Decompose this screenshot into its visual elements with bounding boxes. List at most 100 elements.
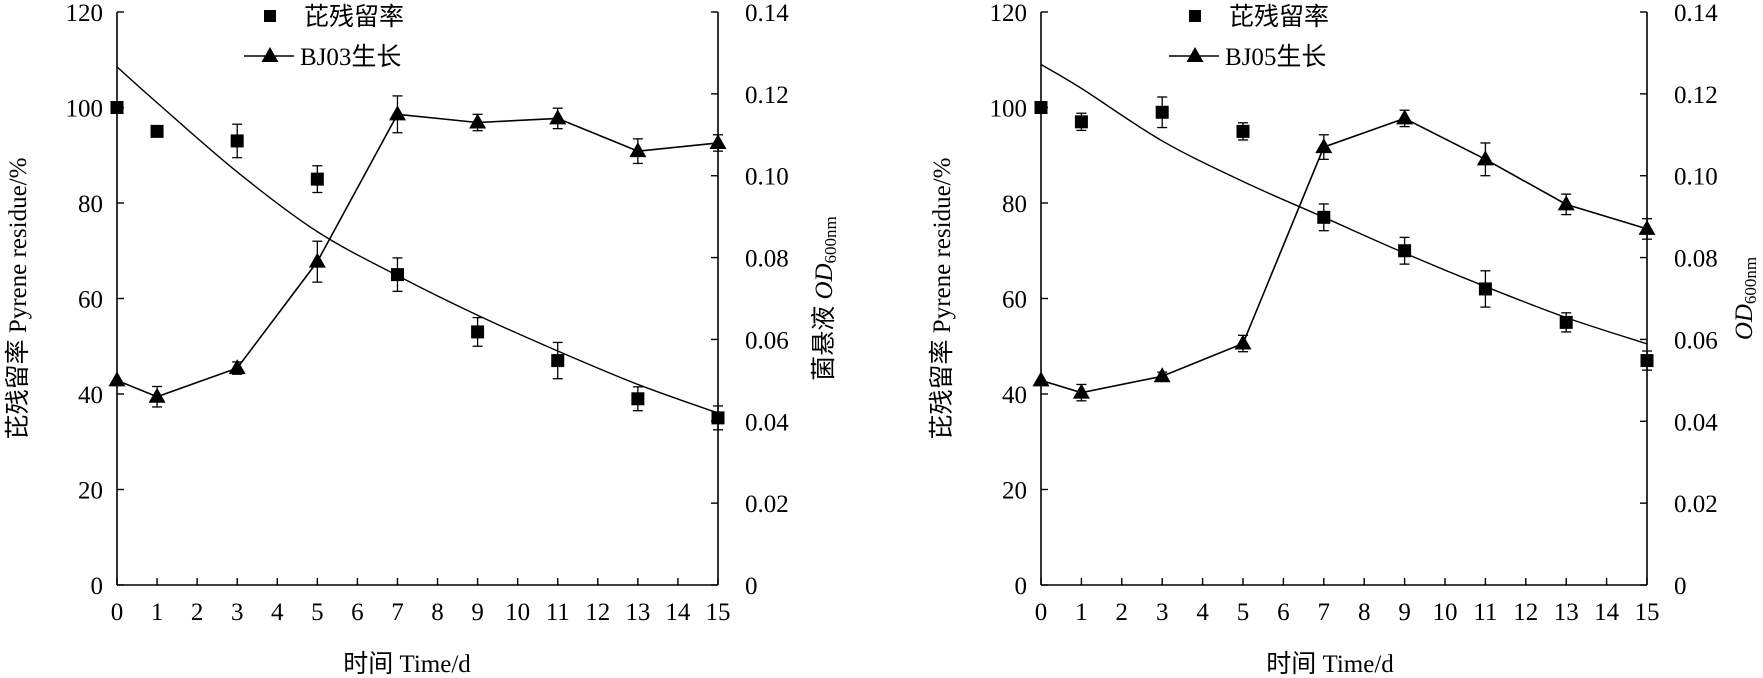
y2-tick-label: 0.10 <box>745 164 789 191</box>
data-point-triangle <box>549 109 567 125</box>
x-tick-label: 1 <box>151 599 164 626</box>
fit-curve-line <box>1040 63 1648 345</box>
y2-tick-label: 0.06 <box>1674 327 1718 354</box>
data-point-triangle <box>388 105 406 121</box>
data-point-square <box>631 392 645 406</box>
y2-tick-label: 0.04 <box>745 409 789 436</box>
legend: 芘残留率 BJ05生长 <box>1169 3 1329 71</box>
x-tick-label: 7 <box>1318 599 1331 626</box>
data-point-square <box>150 124 164 138</box>
x-tick-label: 11 <box>1473 599 1497 626</box>
data-point-triangle <box>1153 367 1171 383</box>
x-tick-label: 3 <box>231 599 244 626</box>
data-point-square <box>390 268 404 282</box>
y-tick-label: 60 <box>78 287 103 314</box>
legend-label: BJ03生长 <box>300 43 401 71</box>
data-point-square <box>1074 115 1088 129</box>
x-tick-label: 12 <box>1513 599 1538 626</box>
x-tick-label: 2 <box>1116 599 1129 626</box>
data-point-square <box>1640 354 1654 368</box>
data-point-triangle <box>308 252 326 268</box>
data-point-triangle <box>148 387 166 403</box>
x-axis-label: 时间 Time/d <box>1266 650 1394 678</box>
data-point-triangle <box>1396 109 1414 125</box>
y-tick-label: 40 <box>1002 382 1027 409</box>
y2-tick-label: 0 <box>745 573 758 600</box>
y-tick-label: 100 <box>66 96 104 123</box>
chart-panel-2: 0 1 2 3 4 5 6 7 8 9 10 11 12 13 14 1502040608010012000.… <box>928 0 1760 678</box>
x-tick-label: 13 <box>1554 599 1579 626</box>
data-point-triangle <box>1476 150 1494 166</box>
x-tick-label: 5 <box>311 599 324 626</box>
x-tick-label: 8 <box>1358 599 1371 626</box>
data-point-triangle <box>709 133 727 149</box>
y-tick-label: 0 <box>91 573 104 600</box>
x-tick-label: 3 <box>1156 599 1169 626</box>
data-point-triangle <box>1072 383 1090 399</box>
series-triangle <box>108 95 727 408</box>
x-tick-label: 6 <box>1277 599 1290 626</box>
x-axis-label: 时间 Time/d <box>343 650 471 678</box>
y2-tick-label: 0.08 <box>1674 246 1718 273</box>
data-point-square <box>551 354 565 368</box>
series-line <box>1040 117 1648 394</box>
data-point-square <box>711 411 725 425</box>
series-line <box>116 113 719 398</box>
legend-label: BJ05生长 <box>1225 43 1326 71</box>
x-tick-label: 2 <box>191 599 204 626</box>
data-point-triangle <box>228 359 246 375</box>
y2-axis-label: OD600nm <box>1731 257 1760 340</box>
data-point-triangle <box>629 142 647 158</box>
y2-tick-label: 0.14 <box>1674 0 1718 27</box>
x-tick-label: 0 <box>111 599 124 626</box>
chart-panel-1: 0 1 2 3 4 5 6 7 8 9 10 11 12 13 14 1502040608010012000.… <box>4 0 840 678</box>
y2-tick-label: 0.04 <box>1674 409 1718 436</box>
y-tick-label: 60 <box>1002 287 1027 314</box>
x-tick-label: 10 <box>1433 599 1458 626</box>
x-tick-label: 5 <box>1237 599 1250 626</box>
x-tick-label: 10 <box>505 599 530 626</box>
data-point-triangle <box>1557 195 1575 211</box>
y2-tick-label: 0.02 <box>1674 491 1718 518</box>
y2-tick-label: 0.10 <box>1674 164 1718 191</box>
legend-marker-square <box>264 10 276 22</box>
y-tick-label: 20 <box>78 478 103 505</box>
series-fit-curve <box>1040 63 1648 345</box>
data-point-triangle <box>469 113 487 129</box>
series-triangle <box>1032 109 1656 402</box>
data-point-square <box>1034 101 1048 114</box>
x-tick-label: 0 <box>1035 599 1048 626</box>
x-tick-label: 4 <box>271 599 284 626</box>
series-square <box>1034 96 1654 371</box>
y-tick-label: 40 <box>78 382 103 409</box>
data-point-square <box>310 172 324 186</box>
y-axis-label: 芘残留率 Pyrene residue/% <box>928 158 956 440</box>
x-tick-label: 8 <box>431 599 444 626</box>
legend-marker-triangle <box>1186 47 1204 62</box>
y-tick-label: 120 <box>66 0 104 27</box>
y2-tick-label: 0.12 <box>1674 82 1718 109</box>
y2-tick-label: 0.12 <box>745 82 789 109</box>
y-axis-label: 芘残留率 Pyrene residue/% <box>4 158 32 440</box>
legend-marker-square <box>1189 10 1201 22</box>
y-tick-label: 0 <box>1015 573 1028 600</box>
x-tick-label: 6 <box>351 599 364 626</box>
data-point-square <box>230 134 244 148</box>
x-tick-label: 14 <box>665 599 691 626</box>
data-point-triangle <box>1315 138 1333 154</box>
y2-tick-label: 0.14 <box>745 0 789 27</box>
legend-marker-triangle <box>261 47 279 62</box>
data-point-square <box>1236 124 1250 138</box>
x-tick-label: 9 <box>471 599 484 626</box>
y-tick-label: 80 <box>78 191 103 218</box>
legend-label: 芘残留率 <box>1229 3 1329 31</box>
series-square <box>110 101 725 431</box>
data-point-square <box>471 325 485 339</box>
y-tick-label: 80 <box>1002 191 1027 218</box>
x-tick-label: 1 <box>1075 599 1088 626</box>
legend-label: 芘残留率 <box>304 3 404 31</box>
y2-axis-label: 菌悬液 OD600nm <box>810 216 840 381</box>
y-tick-label: 120 <box>990 0 1028 27</box>
fit-curve-line <box>116 66 719 414</box>
